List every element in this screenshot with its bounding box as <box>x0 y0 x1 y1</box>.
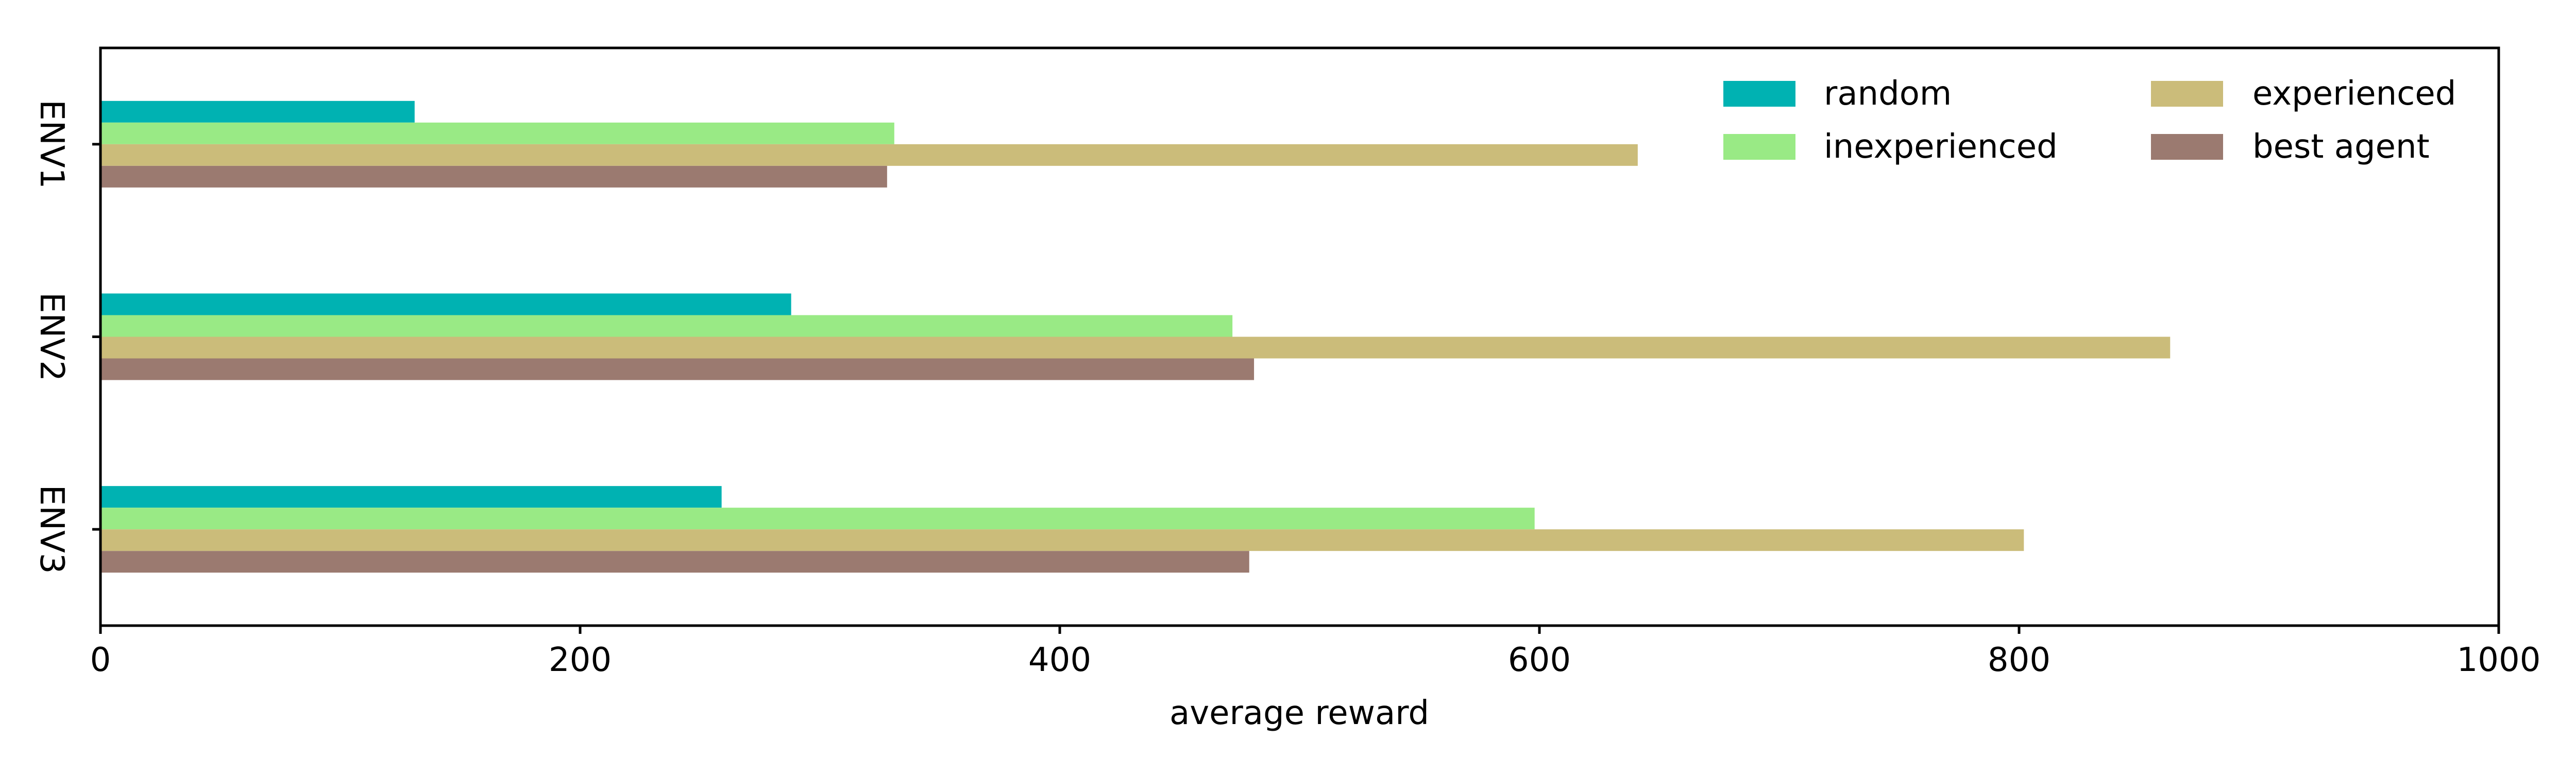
x-tick-label: 400 <box>1028 641 1091 679</box>
legend-swatch-inexperienced <box>1723 134 1795 160</box>
y-tick-label-env2: ENV2 <box>32 292 71 381</box>
x-tick-label: 1000 <box>2457 641 2541 679</box>
bar-env1-inexperienced <box>100 122 894 144</box>
bar-env2-random <box>100 293 791 315</box>
y-axis: ENV1 ENV2 ENV3 <box>32 99 100 574</box>
y-tick-label-env1: ENV1 <box>32 99 71 189</box>
bar-env1-experienced <box>100 144 1638 166</box>
legend-label-best-agent: best agent <box>2252 128 2430 166</box>
legend-swatch-best-agent <box>2151 134 2223 160</box>
bar-env3-inexperienced <box>100 508 1535 530</box>
bars-layer <box>100 100 2171 573</box>
legend-label-inexperienced: inexperienced <box>1824 128 2058 166</box>
x-tick-label: 0 <box>90 641 111 679</box>
bar-env2-inexperienced <box>100 315 1233 337</box>
x-axis: 0 200 400 600 800 1000 <box>90 626 2541 679</box>
x-axis-title: average reward <box>1170 694 1429 732</box>
bar-env3-best-agent <box>100 551 1249 573</box>
legend: random inexperienced experienced best agent <box>1723 75 2456 166</box>
bar-env3-experienced <box>100 529 2024 551</box>
bar-env3-random <box>100 486 722 508</box>
legend-label-random: random <box>1824 75 1952 113</box>
bar-env2-experienced <box>100 337 2171 359</box>
legend-swatch-random <box>1723 81 1795 107</box>
bar-env1-best-agent <box>100 165 887 188</box>
x-tick-label: 600 <box>1508 641 1571 679</box>
x-tick-label: 200 <box>549 641 612 679</box>
x-tick-label: 800 <box>1988 641 2050 679</box>
bar-env2-best-agent <box>100 358 1255 380</box>
legend-swatch-experienced <box>2151 81 2223 107</box>
legend-label-experienced: experienced <box>2252 75 2456 113</box>
bar-env1-random <box>100 100 415 123</box>
y-tick-label-env3: ENV3 <box>32 485 71 574</box>
